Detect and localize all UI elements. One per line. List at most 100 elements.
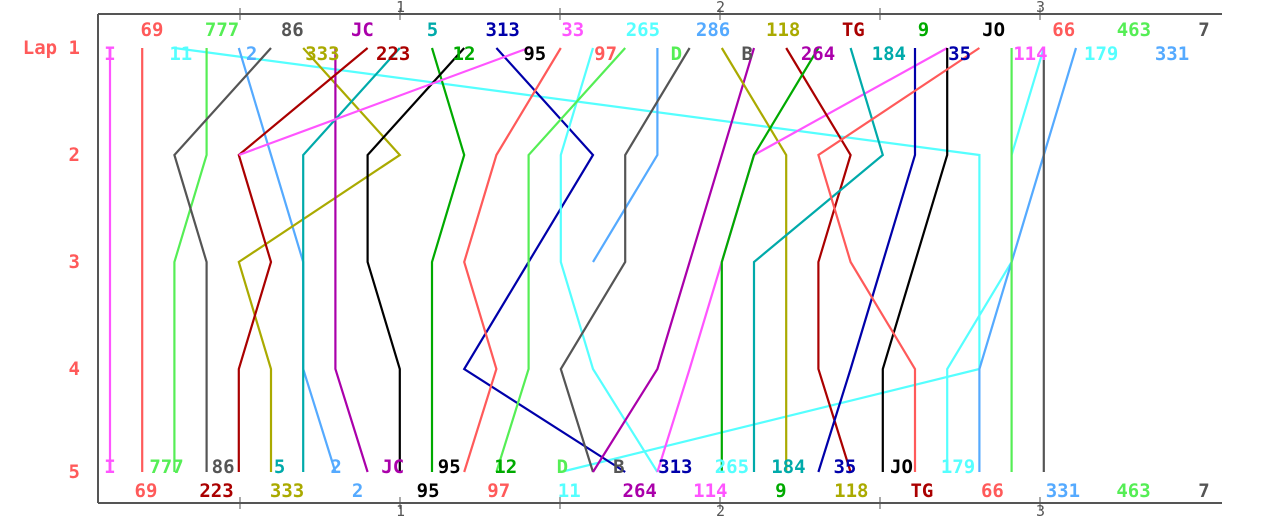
bottom-label-row-1: JO	[890, 456, 913, 478]
car-line-97	[463, 47, 562, 473]
bottom-label-row-1: 184	[771, 456, 805, 478]
lap-label: 2	[69, 144, 80, 166]
top-tick-label: 1	[396, 0, 405, 16]
car-line-179	[946, 47, 1045, 472]
car-line-2	[237, 47, 337, 473]
bottom-label-row-2: 66	[981, 480, 1004, 502]
bottom-label-row-2: 118	[834, 480, 868, 502]
bottom-label-row-1: 2	[330, 456, 341, 478]
top-label-row-2: D	[671, 43, 682, 65]
car-line-265	[559, 47, 659, 473]
car-line-JC	[334, 48, 369, 473]
lap-label: 4	[69, 358, 80, 380]
bottom-label-row-1: 777	[149, 456, 183, 478]
bottom-label-row-1: 95	[438, 456, 461, 478]
lap-label: 3	[69, 251, 80, 273]
top-label-row-2: I	[104, 43, 115, 65]
car-line-264	[592, 47, 756, 473]
car-line-B	[559, 47, 691, 473]
car-line-86	[173, 47, 272, 472]
car-line-223	[237, 47, 369, 472]
car-line-313	[462, 47, 626, 473]
bottom-tick-label: 3	[1036, 502, 1045, 517]
top-label-row-2: 184	[872, 43, 906, 65]
car-line-JO	[881, 48, 949, 472]
bottom-label-row-2: 11	[558, 480, 581, 502]
top-label-row-2: 11	[169, 43, 192, 65]
bottom-tick-label: 2	[716, 502, 725, 517]
top-label-row-1: JO	[982, 19, 1005, 41]
top-label-row-1: 286	[696, 19, 730, 41]
bottom-label-row-2: 69	[135, 480, 158, 502]
top-label-row-2: 333	[305, 43, 339, 65]
top-label-row-1: 777	[205, 19, 239, 41]
bottom-label-row-1: D	[557, 456, 568, 478]
bottom-label-row-1: 86	[212, 456, 235, 478]
bottom-label-row-1: I	[104, 456, 115, 478]
top-label-row-2: 95	[523, 43, 546, 65]
bottom-label-row-1: 265	[715, 456, 749, 478]
top-label-row-2: B	[741, 43, 752, 65]
car-line-114	[656, 47, 948, 473]
top-label-row-2: 114	[1013, 43, 1047, 65]
car-line-95	[366, 47, 466, 472]
bottom-label-row-2: 331	[1046, 480, 1080, 502]
bottom-label-row-1: B	[613, 456, 624, 478]
top-tick-label: 2	[716, 0, 725, 16]
top-label-row-1: 463	[1117, 19, 1151, 41]
top-label-row-1: 265	[626, 19, 660, 41]
top-label-row-1: 313	[486, 19, 520, 41]
top-label-row-2: 97	[594, 43, 617, 65]
bottom-label-row-1: 35	[833, 456, 856, 478]
bottom-label-row-2: 463	[1116, 480, 1150, 502]
bottom-label-row-1: 313	[658, 456, 692, 478]
car-line-66	[817, 47, 981, 472]
top-label-row-1: TG	[842, 19, 865, 41]
bottom-label-row-1: 179	[941, 456, 975, 478]
car-line-9	[720, 47, 820, 472]
bottom-label-row-2: 333	[270, 480, 304, 502]
bottom-label-row-1: 5	[274, 456, 285, 478]
bottom-label-row-1: 12	[494, 456, 517, 478]
top-label-row-1: 118	[766, 19, 800, 41]
bottom-label-row-2: 264	[623, 480, 657, 502]
bottom-label-row-2: 223	[199, 480, 233, 502]
top-label-row-2: 35	[948, 43, 971, 65]
car-line-333	[237, 47, 402, 472]
bottom-label-row-1: JC	[381, 456, 404, 478]
bottom-label-row-2: 97	[487, 480, 510, 502]
top-label-row-2: 264	[801, 43, 835, 65]
lap-label: Lap 1	[23, 37, 80, 59]
car-labels: 69 777 86 JC 5 313 33 265 286 118 TG 9 JO 66 463 7I 11 2 3…	[104, 19, 1209, 502]
car-line-118	[720, 47, 788, 472]
car-line-331	[978, 47, 1078, 472]
top-label-row-1: 5	[427, 19, 438, 41]
top-label-row-2: 2	[246, 43, 257, 65]
lap-label: 5	[69, 461, 80, 483]
top-label-row-1: 7	[1198, 19, 1209, 41]
bottom-label-row-2: 7	[1198, 480, 1209, 502]
car-line-5	[302, 47, 401, 472]
top-label-row-1: 9	[918, 19, 929, 41]
top-label-row-2: 179	[1084, 43, 1118, 65]
car-line-286	[592, 48, 659, 263]
bottom-label-row-2: TG	[910, 480, 933, 502]
top-label-row-1: 33	[561, 19, 584, 41]
top-label-row-1: JC	[351, 19, 374, 41]
car-line-12	[430, 47, 466, 472]
car-line-33	[238, 46, 529, 157]
lap-axis: Lap 1 2 3 4 5	[23, 37, 80, 483]
chart-frame: 1 2 31 2 3	[97, 0, 1222, 517]
bottom-label-row-2: 95	[417, 480, 440, 502]
car-line-11	[174, 46, 981, 474]
top-label-row-2: 223	[376, 43, 410, 65]
car-line-777	[173, 48, 208, 472]
bottom-label-row-2: 9	[775, 480, 786, 502]
top-label-row-1: 86	[281, 19, 304, 41]
car-line-TG	[785, 47, 852, 473]
top-label-row-2: 12	[453, 43, 476, 65]
top-label-row-2: 331	[1155, 43, 1189, 65]
top-tick-label: 3	[1036, 0, 1045, 16]
bottom-label-row-2: 114	[693, 480, 727, 502]
